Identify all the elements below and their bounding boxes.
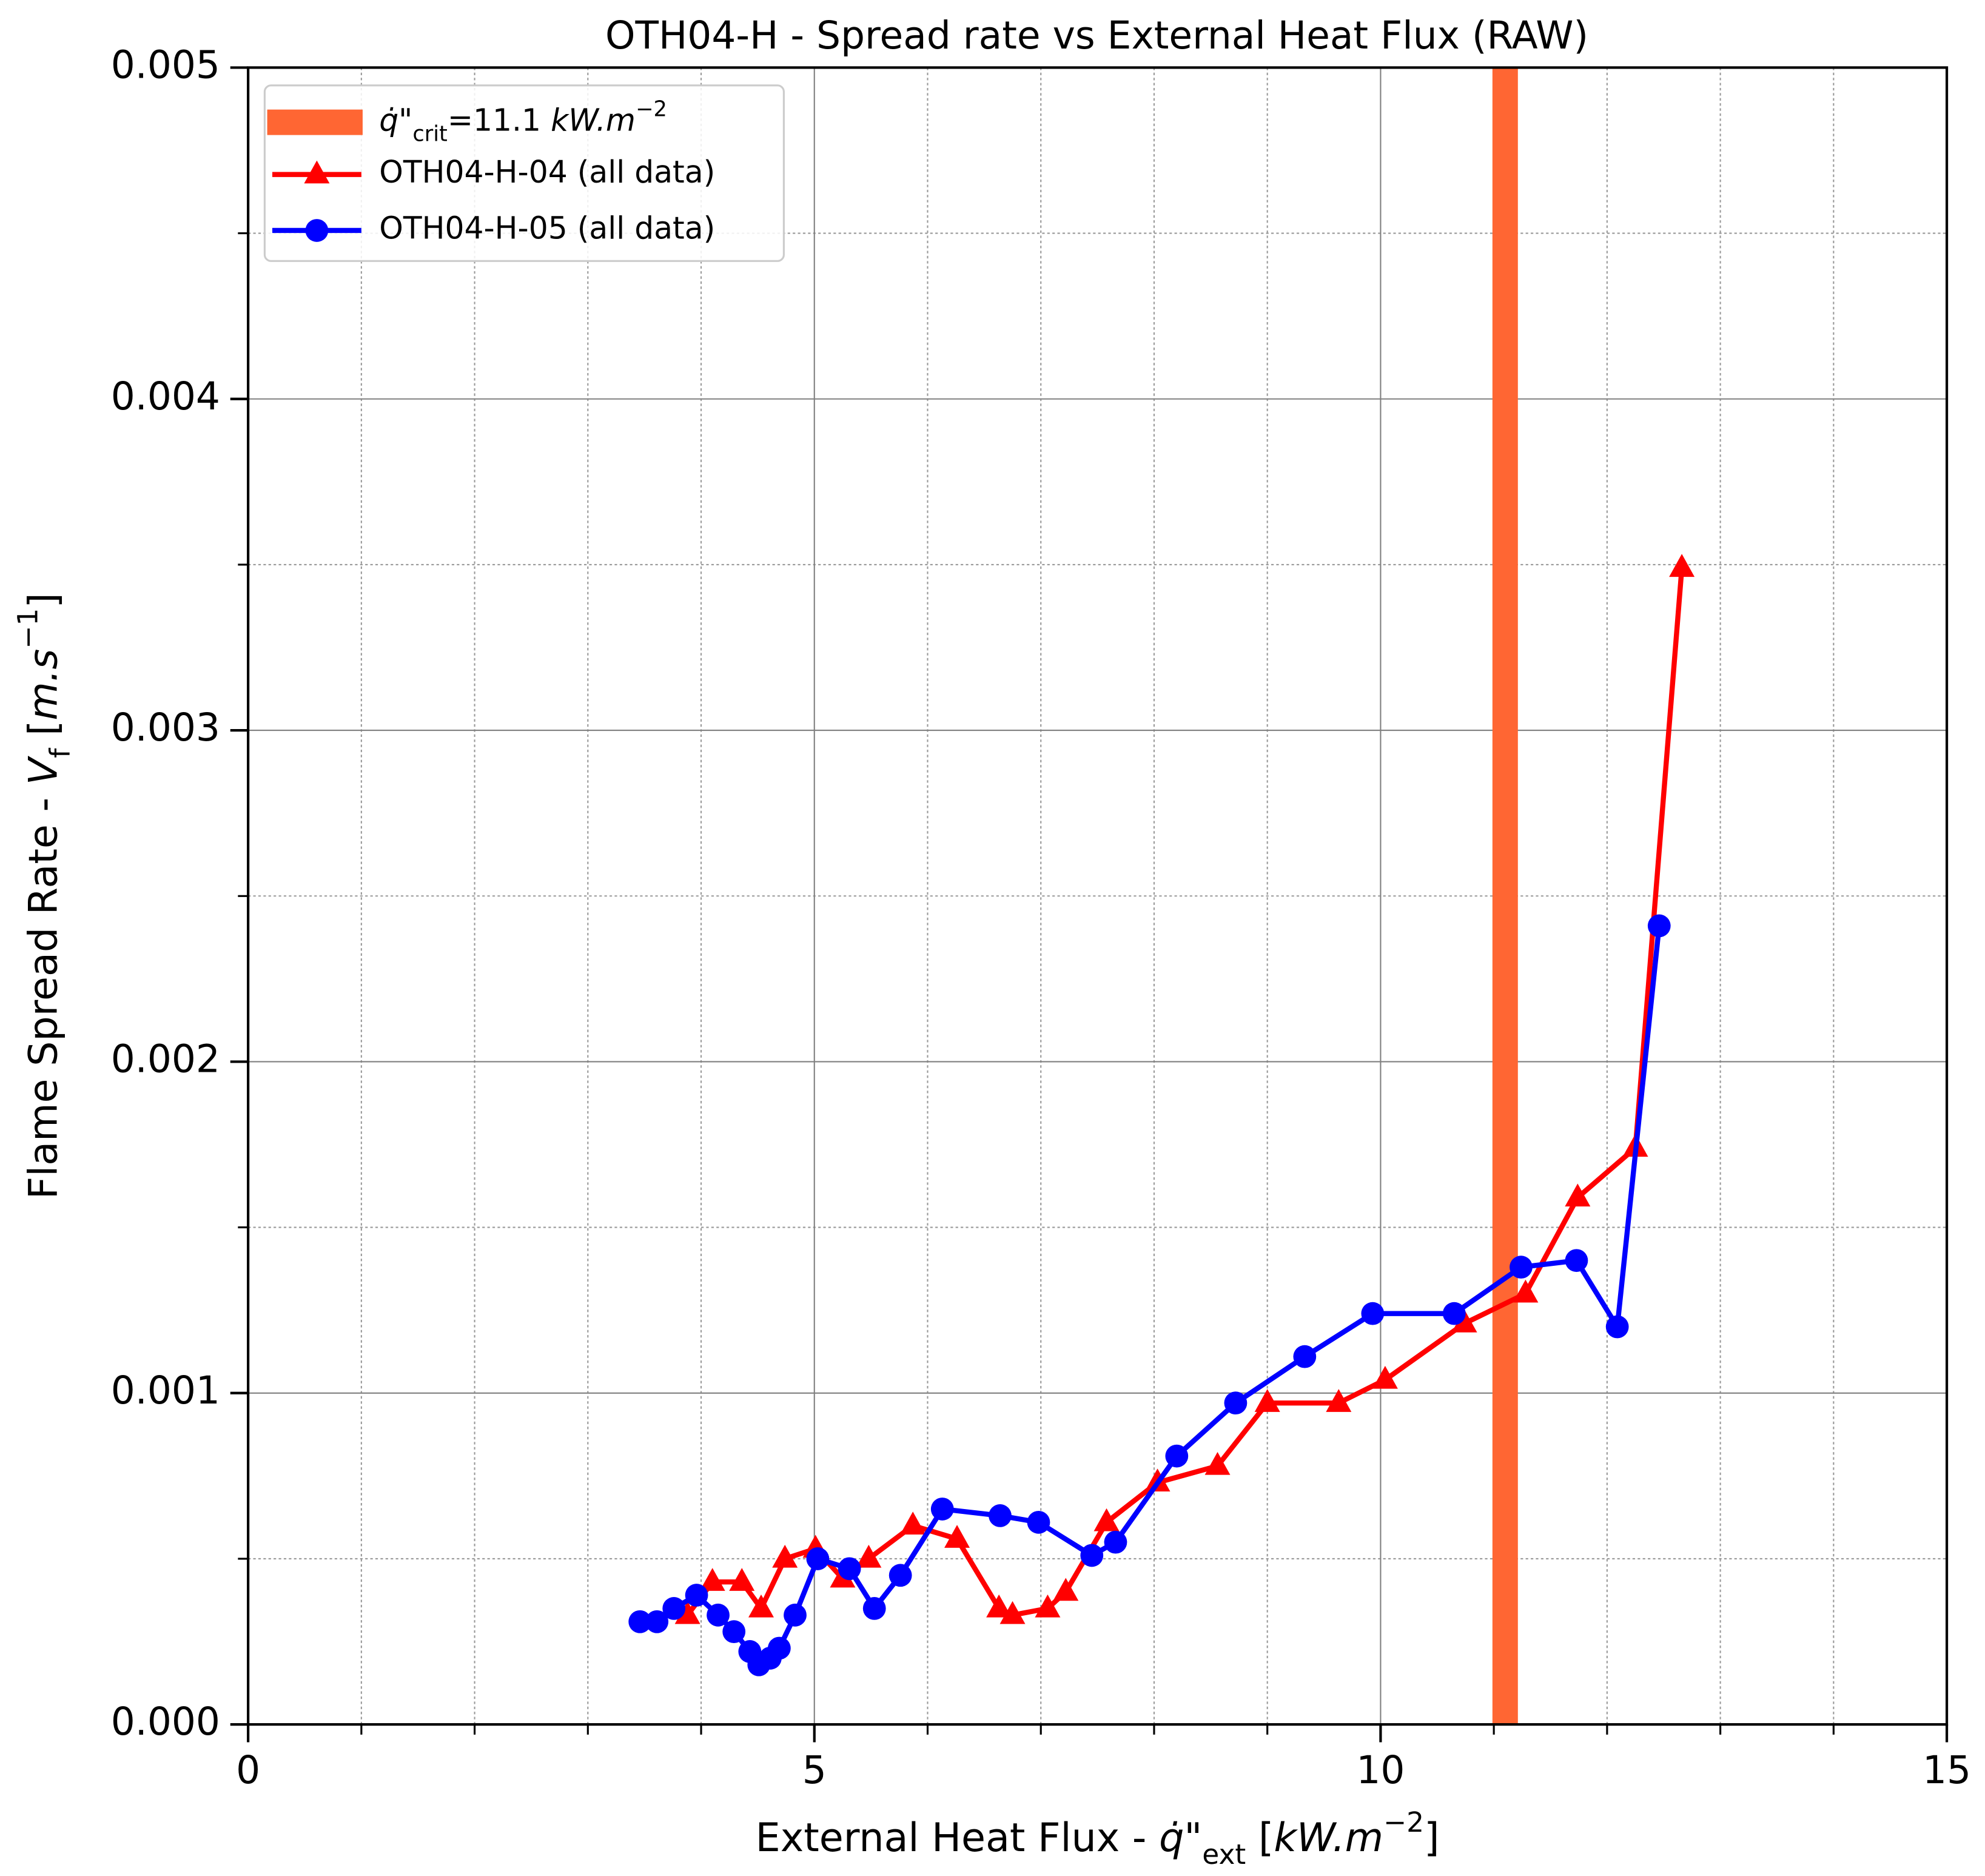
marker: [1326, 1389, 1352, 1412]
legend-label: q̇"crit=11.1 kW.m−2: [379, 96, 667, 146]
marker: [1647, 914, 1671, 938]
legend-box: [263, 84, 785, 262]
legend-marker: [304, 160, 330, 184]
marker: [856, 1544, 882, 1568]
marker: [768, 1636, 791, 1660]
marker: [900, 1511, 926, 1535]
marker: [944, 1525, 970, 1548]
label-part: kW.m: [551, 102, 636, 138]
x-tick-label: 0: [236, 1748, 260, 1792]
x-tick-label: 10: [1356, 1748, 1405, 1792]
label-part: q̇": [379, 102, 412, 138]
marker: [1372, 1365, 1398, 1389]
label-part: External Heat Flux -: [756, 1815, 1159, 1861]
label-part: q̇": [1159, 1815, 1202, 1861]
marker: [806, 1547, 830, 1570]
marker: [1442, 1302, 1466, 1325]
marker: [685, 1584, 708, 1607]
marker: [662, 1597, 686, 1620]
marker: [1104, 1530, 1127, 1554]
legend-label: OTH04-H-04 (all data): [379, 154, 715, 190]
marker: [1254, 1389, 1280, 1412]
y-axis-label: Flame Spread Rate - Vf [m.s−1]: [12, 593, 76, 1199]
marker: [862, 1597, 886, 1620]
marker: [1605, 1315, 1629, 1339]
label-part: f: [44, 748, 76, 758]
x-tick-label: 5: [802, 1748, 827, 1792]
y-tick-label: 0.004: [111, 374, 220, 419]
label-part: =11.1: [448, 102, 551, 138]
marker: [1027, 1510, 1050, 1534]
x-tick-label: 15: [1923, 1748, 1971, 1792]
x-axis-label: External Heat Flux - q̇"ext [kW.m−2]: [756, 1806, 1440, 1871]
marker: [1293, 1345, 1317, 1368]
label-part: Flame Spread Rate -: [21, 785, 67, 1199]
marker: [1204, 1451, 1231, 1475]
marker: [1165, 1444, 1189, 1468]
label-part: −2: [1383, 1806, 1424, 1838]
marker: [772, 1544, 798, 1568]
marker: [838, 1557, 861, 1581]
plot-frame: [247, 66, 1949, 1726]
marker: [699, 1568, 725, 1591]
label-part: ]: [21, 593, 67, 608]
marker: [1451, 1309, 1477, 1333]
marker: [1093, 1508, 1120, 1531]
marker: [707, 1603, 730, 1627]
y-tick-label: 0.001: [111, 1368, 220, 1413]
marker: [1669, 554, 1695, 577]
legend: q̇"crit=11.1 kW.m−2 OTH04-H-04 (all data)…: [263, 84, 785, 262]
marker: [999, 1601, 1026, 1624]
marker: [1565, 1249, 1588, 1273]
y-tick-label: 0.002: [111, 1037, 220, 1081]
label-part: −2: [636, 96, 667, 121]
label-part: ext: [1202, 1838, 1246, 1871]
marker: [930, 1498, 954, 1521]
marker: [645, 1610, 669, 1633]
marker: [1080, 1544, 1104, 1567]
marker: [748, 1594, 774, 1618]
marker: [1565, 1183, 1591, 1207]
y-tick-label: 0.003: [111, 705, 220, 750]
legend-marker: [305, 219, 329, 242]
marker: [888, 1564, 912, 1587]
marker: [986, 1594, 1012, 1618]
label-part: [: [1246, 1815, 1274, 1861]
marker: [1224, 1391, 1248, 1415]
marker: [722, 1620, 746, 1644]
marker: [1361, 1302, 1385, 1325]
y-tick-label: 0.005: [111, 42, 220, 87]
label-part: ]: [1424, 1815, 1439, 1861]
label-part: kW.m: [1274, 1815, 1383, 1861]
legend-label: OTH04-H-05 (all data): [379, 210, 715, 246]
marker: [1513, 1279, 1539, 1303]
marker: [1035, 1594, 1061, 1618]
label-part: m.s: [21, 649, 67, 721]
label-part: V: [21, 755, 67, 785]
label-part: −1: [12, 608, 44, 649]
marker: [784, 1603, 807, 1627]
marker: [1053, 1578, 1079, 1601]
chart-title: OTH04-H - Spread rate vs External Heat F…: [605, 13, 1588, 58]
label-part: crit: [412, 121, 447, 146]
marker: [1510, 1256, 1533, 1279]
y-tick-label: 0.000: [111, 1699, 220, 1744]
marker: [628, 1610, 652, 1633]
marker: [729, 1568, 755, 1591]
marker: [989, 1504, 1012, 1527]
marker: [674, 1601, 700, 1624]
label-part: [: [21, 721, 67, 748]
